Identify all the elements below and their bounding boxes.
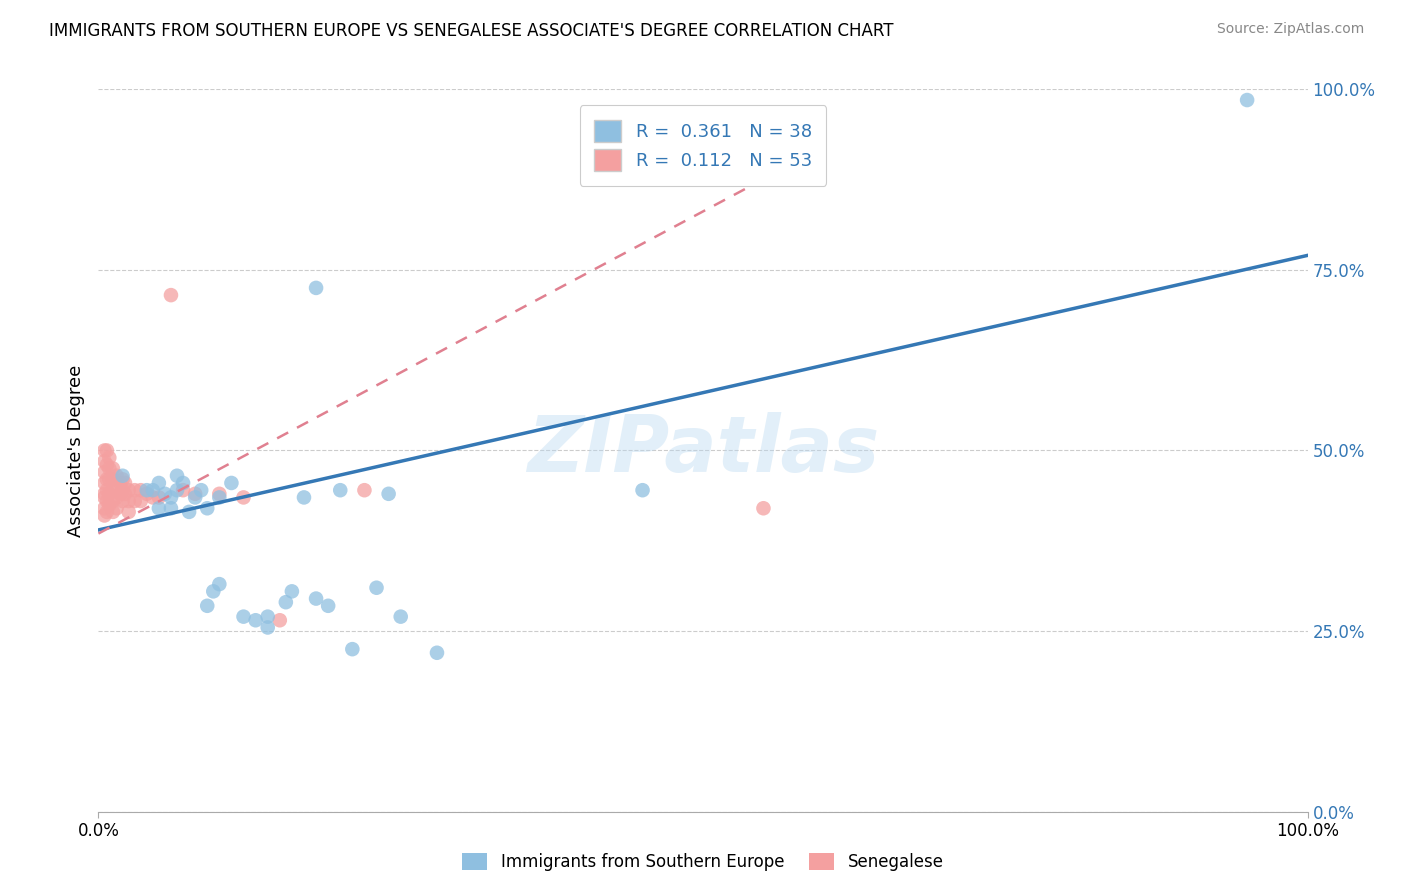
- Point: [221, 475, 243, 490]
- Point: [274, 595, 297, 609]
- Point: [172, 483, 194, 498]
- Point: [269, 613, 291, 627]
- Point: [129, 483, 152, 498]
- Point: [184, 487, 207, 501]
- Point: [114, 487, 136, 501]
- Point: [108, 487, 131, 501]
- Point: [93, 508, 115, 523]
- Point: [93, 465, 115, 479]
- Point: [245, 613, 267, 627]
- Point: [98, 461, 121, 475]
- Point: [118, 494, 141, 508]
- Point: [195, 599, 218, 613]
- Text: ZIPatlas: ZIPatlas: [527, 412, 879, 489]
- Point: [256, 609, 278, 624]
- Point: [631, 483, 654, 498]
- Point: [232, 609, 254, 624]
- Point: [118, 483, 141, 498]
- Point: [93, 501, 115, 516]
- Point: [93, 491, 115, 505]
- Legend: Immigrants from Southern Europe, Senegalese: Immigrants from Southern Europe, Senegal…: [454, 845, 952, 880]
- Point: [166, 483, 188, 498]
- Point: [101, 483, 124, 498]
- Point: [179, 505, 201, 519]
- Point: [105, 501, 128, 516]
- Point: [111, 468, 134, 483]
- Point: [160, 288, 183, 302]
- Point: [160, 501, 183, 516]
- Point: [256, 620, 278, 634]
- Point: [101, 472, 124, 486]
- Point: [93, 487, 115, 501]
- Point: [96, 472, 118, 486]
- Point: [96, 458, 118, 472]
- Point: [124, 494, 146, 508]
- Text: IMMIGRANTS FROM SOUTHERN EUROPE VS SENEGALESE ASSOCIATE'S DEGREE CORRELATION CHA: IMMIGRANTS FROM SOUTHERN EUROPE VS SENEG…: [49, 22, 894, 40]
- Point: [190, 483, 212, 498]
- Point: [353, 483, 375, 498]
- Point: [124, 483, 146, 498]
- Point: [96, 494, 118, 508]
- Y-axis label: Associate's Degree: Associate's Degree: [66, 364, 84, 537]
- Point: [105, 468, 128, 483]
- Text: Source: ZipAtlas.com: Source: ZipAtlas.com: [1216, 22, 1364, 37]
- Point: [142, 483, 165, 498]
- Point: [93, 454, 115, 468]
- Point: [184, 491, 207, 505]
- Point: [389, 609, 412, 624]
- Point: [105, 480, 128, 494]
- Point: [160, 491, 183, 505]
- Point: [342, 642, 364, 657]
- Point: [111, 483, 134, 498]
- Point: [148, 491, 170, 505]
- Legend: R =  0.361   N = 38, R =  0.112   N = 53: R = 0.361 N = 38, R = 0.112 N = 53: [579, 105, 827, 186]
- Point: [93, 443, 115, 458]
- Point: [377, 487, 399, 501]
- Point: [98, 450, 121, 465]
- Point: [118, 505, 141, 519]
- Point: [105, 491, 128, 505]
- Point: [129, 494, 152, 508]
- Point: [208, 491, 231, 505]
- Point: [93, 475, 115, 490]
- Point: [96, 505, 118, 519]
- Point: [148, 475, 170, 490]
- Point: [101, 494, 124, 508]
- Point: [98, 498, 121, 512]
- Point: [208, 487, 231, 501]
- Point: [202, 584, 225, 599]
- Point: [329, 483, 352, 498]
- Point: [208, 577, 231, 591]
- Point: [98, 487, 121, 501]
- Point: [232, 491, 254, 505]
- Point: [292, 491, 315, 505]
- Point: [135, 487, 157, 501]
- Point: [135, 483, 157, 498]
- Point: [153, 487, 176, 501]
- Point: [108, 475, 131, 490]
- Point: [111, 472, 134, 486]
- Point: [305, 281, 328, 295]
- Point: [172, 475, 194, 490]
- Point: [305, 591, 328, 606]
- Point: [101, 505, 124, 519]
- Point: [366, 581, 388, 595]
- Point: [426, 646, 449, 660]
- Point: [111, 494, 134, 508]
- Point: [101, 461, 124, 475]
- Point: [96, 443, 118, 458]
- Point: [96, 483, 118, 498]
- Point: [166, 468, 188, 483]
- Point: [1236, 93, 1258, 107]
- Point: [142, 491, 165, 505]
- Point: [195, 501, 218, 516]
- Point: [316, 599, 339, 613]
- Point: [281, 584, 304, 599]
- Point: [752, 501, 775, 516]
- Point: [148, 501, 170, 516]
- Point: [98, 472, 121, 486]
- Point: [114, 475, 136, 490]
